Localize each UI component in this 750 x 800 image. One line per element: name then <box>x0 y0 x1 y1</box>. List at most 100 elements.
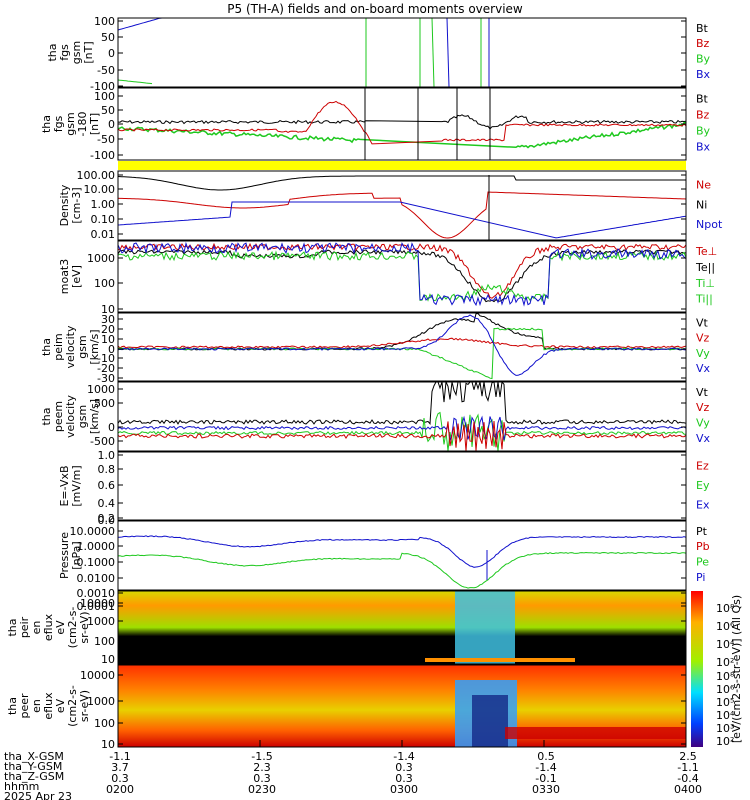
panel-frame <box>117 240 687 313</box>
series-npot-line <box>117 201 687 239</box>
series-tipar-line <box>117 241 687 307</box>
ion-spectrogram <box>118 591 686 664</box>
colorbar-tick-label: 10² <box>716 656 734 669</box>
x-row-label: tha_Z-GSM <box>4 770 64 783</box>
y-tick-label: 100 <box>94 277 115 290</box>
y-tick-label: 0.8 <box>98 463 116 476</box>
series-tepar-line <box>117 249 687 303</box>
x-row-label: hhmm <box>4 780 39 793</box>
y-tick-label: 50 <box>101 104 115 117</box>
y-axis-label: Pressure <box>58 532 71 579</box>
legend-vt: Vt <box>696 386 709 399</box>
y-tick-label: 100.00 <box>77 169 116 182</box>
y-axis-label: (cm2-s- <box>66 685 79 727</box>
legend-te: Te⊥ <box>695 245 717 258</box>
colorbar-tick-label: 10⁴ <box>716 638 735 651</box>
y-axis-label: velocity <box>64 395 77 438</box>
series-bz-line <box>117 100 687 145</box>
colorbar-tick-label: 10³ <box>716 722 734 735</box>
y-axis-label: velocity <box>64 325 77 368</box>
y-axis-label: tha <box>40 407 53 425</box>
y-tick-label: 0 <box>108 343 115 356</box>
y-tick-label: 10 <box>101 333 115 346</box>
y-axis-label: sr-eV) <box>78 690 91 722</box>
legend-pt: Pt <box>696 525 708 538</box>
y-axis-label: tha <box>40 115 53 133</box>
colorbar-tick-label: 10⁶ <box>716 620 735 633</box>
y-tick-label: 10.00 <box>84 183 116 196</box>
x-tick-z-gsm: 0.3 <box>111 772 129 785</box>
x-row-label: 2025 Apr 23 <box>4 790 72 800</box>
legend-vz: Vz <box>696 401 710 414</box>
x-tick-y-gsm: 2.3 <box>253 761 271 774</box>
legend-ti: Ti|| <box>695 293 713 306</box>
series-vx-line <box>117 314 687 376</box>
legend-ne: Ne <box>696 179 711 192</box>
y-axis-label: [km/s] <box>88 399 101 434</box>
y-axis-label: eV <box>54 698 67 713</box>
colorbar-tick-label: 10⁴ <box>716 709 735 722</box>
y-tick-label: 1000 <box>87 615 115 628</box>
legend-by: By <box>696 52 711 65</box>
y-axis-label: [cm-3] <box>70 187 83 223</box>
y-axis-label: tha <box>46 43 59 61</box>
y-axis-label: Density <box>58 184 71 226</box>
series-vz-line <box>117 421 687 452</box>
x-tick-x-gsm: 2.5 <box>679 750 697 763</box>
colorbar-tick-label: 10⁸ <box>716 602 735 615</box>
x-tick-z-gsm: -0.1 <box>535 772 556 785</box>
y-tick-label: 0.0010 <box>77 587 116 600</box>
panel-frame <box>117 520 687 591</box>
y-tick-label: 0.01 <box>91 228 116 241</box>
y-axis-label: [nT] <box>88 113 101 135</box>
legend-by: By <box>696 124 711 137</box>
y-axis-label: [km/s] <box>88 329 101 364</box>
y-axis-label: en <box>30 699 43 713</box>
y-axis-label: eflux <box>42 613 55 641</box>
y-tick-label: 500 <box>94 397 115 410</box>
y-axis-label: fgs <box>58 44 71 61</box>
x-tick-x-gsm: -1.5 <box>251 750 272 763</box>
series-vx-line <box>117 415 687 442</box>
legend-vt: Vt <box>696 317 709 330</box>
x-tick-time: 0330 <box>532 783 560 796</box>
y-axis-label: gsm <box>70 41 83 64</box>
y-tick-label: 100 <box>94 635 115 648</box>
y-axis-label: -180 <box>76 112 89 137</box>
y-tick-label: 1000 <box>87 252 115 265</box>
y-axis-label: [eV] <box>70 265 83 288</box>
y-tick-label: 1000 <box>87 383 115 396</box>
x-tick-time: 0300 <box>390 783 418 796</box>
y-tick-label: -10 <box>97 352 115 365</box>
series-bx-line <box>117 17 163 31</box>
y-tick-label: 10 <box>101 303 115 316</box>
legend-bz: Bz <box>696 37 710 50</box>
y-axis-label: [mV/m] <box>70 465 83 506</box>
series-ni-line <box>117 175 686 191</box>
y-tick-label: 100 <box>94 717 115 730</box>
y-tick-label: 1.0 <box>98 449 116 462</box>
y-tick-label: 30 <box>101 313 115 326</box>
x-tick-time: 0230 <box>248 783 276 796</box>
legend-vy: Vy <box>696 347 710 360</box>
series-tiperp-line <box>117 250 687 303</box>
x-tick-x-gsm: -1.4 <box>393 750 414 763</box>
y-tick-label: 100 <box>94 15 115 28</box>
y-axis-label: tha <box>40 338 53 356</box>
electron-spectrogram-core <box>472 695 508 747</box>
colorbar-tick-label: 10⁵ <box>716 696 734 709</box>
y-tick-label: 10000 <box>80 597 115 610</box>
y-axis-label: sr-eV) <box>78 611 91 643</box>
y-axis-label: [nT] <box>82 41 95 63</box>
y-tick-label: -50 <box>97 64 115 77</box>
y-tick-label: 10.0000 <box>70 525 116 538</box>
colorbar <box>691 591 703 747</box>
y-tick-label: 0.6 <box>98 479 116 492</box>
y-axis-label: tha <box>6 618 19 636</box>
y-tick-label: -500 <box>90 435 115 448</box>
y-tick-label: 0 <box>108 421 115 434</box>
y-tick-label: -50 <box>97 133 115 146</box>
y-axis-label: fgs <box>52 115 65 132</box>
x-row-label: tha_X-GSM <box>4 750 64 763</box>
